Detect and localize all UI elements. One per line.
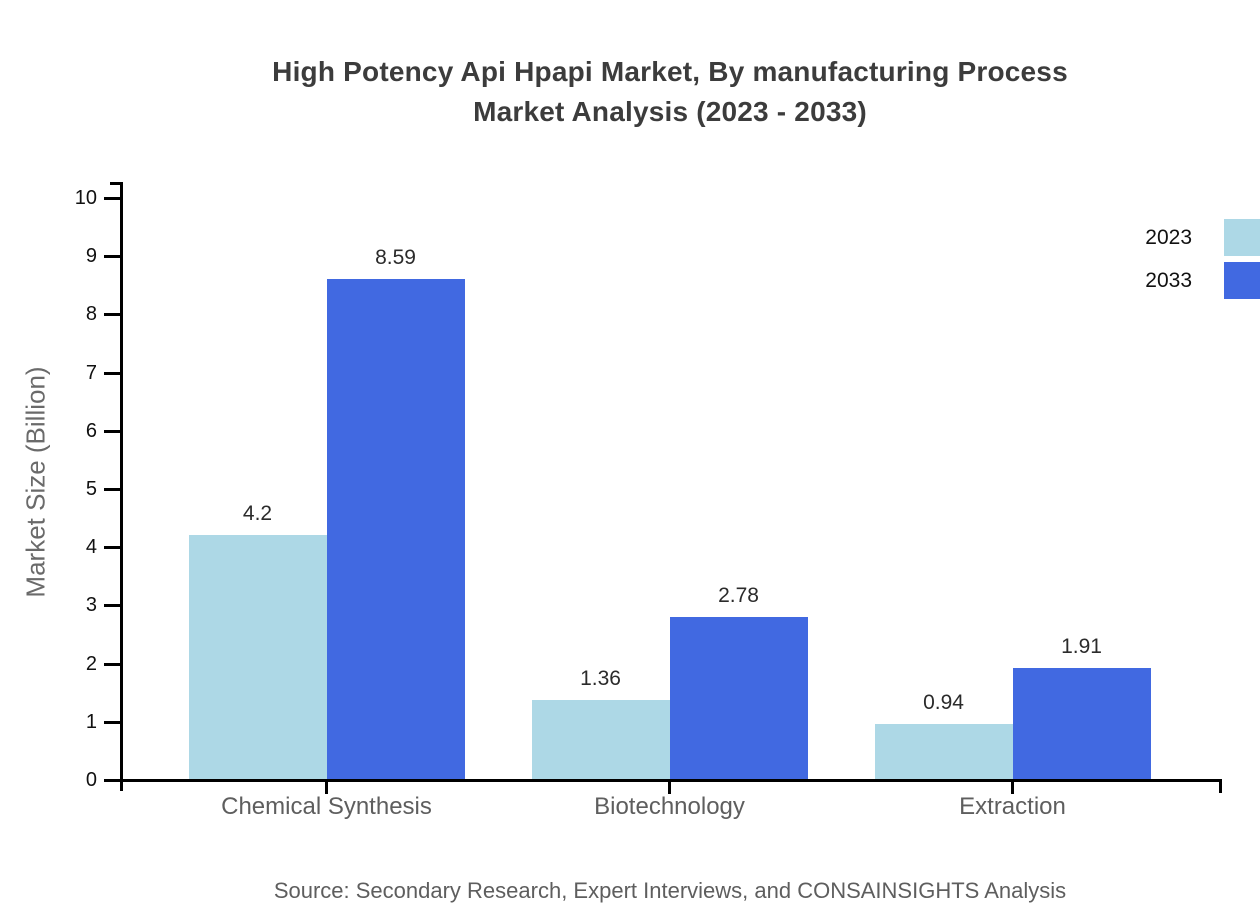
y-axis-top-cap bbox=[110, 182, 123, 185]
y-tick-label: 2 bbox=[85, 652, 97, 675]
chart-legend: 2023 2033 bbox=[1145, 219, 1260, 305]
y-axis-spine bbox=[120, 182, 123, 791]
y-tick-label: 0 bbox=[85, 769, 97, 791]
x-category-label: Chemical Synthesis bbox=[221, 793, 432, 820]
y-tick bbox=[104, 313, 120, 317]
y-tick bbox=[104, 604, 120, 608]
chart-title: High Potency Api Hpapi Market, By manufa… bbox=[80, 52, 1260, 132]
bar-2033-chemical-synthesis bbox=[326, 279, 465, 779]
bar-value-label: 1.36 bbox=[580, 666, 621, 690]
legend-label-2023: 2023 bbox=[1145, 225, 1192, 249]
y-tick-label: 1 bbox=[85, 710, 97, 733]
legend-swatch-2033 bbox=[1224, 262, 1260, 299]
x-axis-baseline bbox=[104, 779, 1222, 782]
bar-value-label: 2.78 bbox=[718, 584, 759, 608]
y-tick-label: 10 bbox=[74, 187, 97, 209]
x-category-label: Biotechnology bbox=[594, 793, 745, 820]
y-tick bbox=[104, 662, 120, 666]
y-tick bbox=[104, 488, 120, 491]
source-attribution: Source: Secondary Research, Expert Inter… bbox=[273, 878, 1067, 903]
legend-swatch-2023 bbox=[1224, 219, 1260, 256]
y-tick bbox=[104, 546, 120, 550]
y-tick-label: 5 bbox=[85, 478, 97, 500]
y-tick bbox=[104, 429, 120, 433]
bar-value-label: 8.59 bbox=[375, 246, 416, 270]
legend-row-2033: 2033 bbox=[1145, 262, 1260, 299]
x-tick bbox=[325, 779, 328, 794]
x-axis-right-cap bbox=[1219, 779, 1222, 793]
y-tick-label: 6 bbox=[85, 419, 97, 442]
y-tick-label: 7 bbox=[85, 361, 97, 384]
bar-value-label: 1.91 bbox=[1061, 634, 1102, 658]
bar-value-label: 4.2 bbox=[242, 501, 273, 525]
y-tick bbox=[104, 255, 120, 259]
bar-2023-extraction bbox=[874, 724, 1013, 779]
legend-label-2033: 2033 bbox=[1145, 268, 1192, 292]
bar-value-label: 0.94 bbox=[923, 691, 964, 715]
legend-row-2023: 2023 bbox=[1145, 219, 1260, 256]
x-tick bbox=[1011, 779, 1014, 794]
chart-title-line1: High Potency Api Hpapi Market, By manufa… bbox=[272, 56, 1068, 87]
y-tick-label: 8 bbox=[85, 303, 97, 326]
bar-2023-biotechnology bbox=[531, 699, 670, 779]
y-tick-label: 9 bbox=[85, 245, 97, 268]
x-tick bbox=[668, 779, 671, 794]
y-tick bbox=[104, 371, 120, 375]
y-tick bbox=[104, 197, 120, 200]
y-tick-label: 4 bbox=[85, 536, 97, 559]
y-tick-label: 3 bbox=[85, 594, 97, 617]
chart-title-line2: Market Analysis (2023 - 2033) bbox=[473, 96, 867, 127]
x-category-label: Extraction bbox=[959, 793, 1066, 820]
bar-2033-biotechnology bbox=[669, 617, 808, 779]
bar-2023-chemical-synthesis bbox=[188, 534, 327, 779]
y-tick bbox=[104, 720, 120, 724]
bar-2033-extraction bbox=[1012, 667, 1151, 779]
